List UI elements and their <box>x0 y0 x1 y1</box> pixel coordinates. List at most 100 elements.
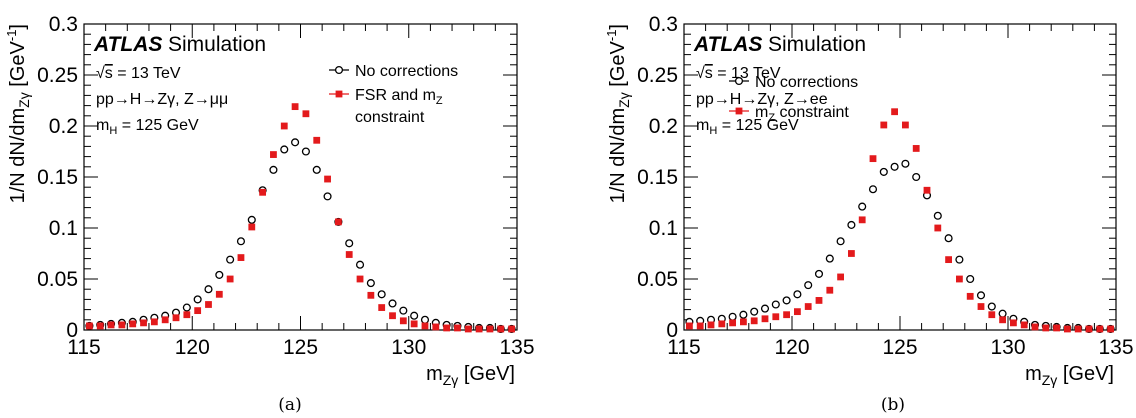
data-point <box>814 269 824 278</box>
x-tick-label: 120 <box>774 336 809 359</box>
data-point <box>729 319 736 327</box>
series-no-corrections <box>85 138 516 334</box>
data-point <box>508 325 515 333</box>
data-point <box>794 308 801 316</box>
data-point <box>421 322 429 330</box>
data-point <box>944 234 953 243</box>
atlas-label: ATLAS <box>693 33 762 56</box>
data-point <box>740 318 747 326</box>
data-point <box>869 155 877 163</box>
data-point <box>880 121 888 129</box>
data-point <box>1053 324 1060 332</box>
legend-label: No corrections <box>755 74 858 91</box>
data-point <box>172 314 180 322</box>
data-point <box>718 320 726 328</box>
data-point <box>998 309 1007 318</box>
data-point <box>399 317 407 325</box>
x-tick-label: 120 <box>175 336 210 359</box>
data-point <box>226 275 234 283</box>
data-point <box>825 254 834 263</box>
data-point <box>486 325 494 333</box>
atlas-simulation-label: Simulation <box>768 33 866 56</box>
data-point <box>868 185 878 194</box>
data-point <box>280 145 289 154</box>
data-point <box>140 319 147 327</box>
y-tick-label: 0.3 <box>649 13 678 36</box>
data-point <box>399 306 408 315</box>
data-point <box>772 313 780 321</box>
data-point <box>1031 323 1039 331</box>
data-point <box>204 285 213 294</box>
legend-label-line2: constraint <box>355 109 425 126</box>
data-point <box>890 162 899 171</box>
data-point <box>728 312 737 321</box>
panel-caption: (a) <box>278 395 301 415</box>
atlas-label: ATLAS <box>93 33 162 56</box>
x-tick-label: 125 <box>283 336 318 359</box>
data-point <box>1074 325 1082 333</box>
y-tick-label: 0.1 <box>49 217 78 240</box>
data-point <box>248 223 256 231</box>
data-point <box>356 275 364 283</box>
data-point <box>945 256 952 264</box>
data-point <box>259 188 267 196</box>
data-point <box>291 138 300 147</box>
y-tick-label: 0.05 <box>637 268 678 291</box>
data-point <box>858 202 867 211</box>
data-point <box>324 175 331 183</box>
data-point <box>388 299 397 308</box>
y-axis-title: 1/N dN/dmZγ [GeV-1] <box>604 24 632 203</box>
annotation-text: mH = 125 GeV <box>96 117 199 137</box>
data-point <box>280 122 288 130</box>
atlas-simulation-label: Simulation <box>168 33 266 56</box>
data-point <box>783 311 790 319</box>
data-point <box>793 290 802 299</box>
data-point <box>377 290 386 299</box>
data-point <box>1010 319 1017 327</box>
data-point <box>96 322 104 330</box>
data-point <box>86 322 93 330</box>
data-point <box>760 304 770 313</box>
data-point <box>302 110 310 118</box>
data-point <box>312 165 321 174</box>
x-tick-label: 125 <box>882 336 917 359</box>
data-point <box>226 255 235 264</box>
data-point <box>955 255 964 264</box>
chart-panel-a: 115 120 125 130 135 0 0.05 0.1 0.15 0.2 0.25 0.3 mZγ… <box>4 13 535 415</box>
legend-marker <box>334 65 344 75</box>
data-point <box>976 291 986 300</box>
data-point <box>771 300 780 309</box>
data-point <box>194 307 202 315</box>
data-point <box>269 165 278 174</box>
data-point <box>313 136 321 144</box>
data-point <box>323 192 332 201</box>
series-corrected <box>86 103 515 333</box>
annotation-text: pp→H→Zγ, Z→μμ <box>96 91 228 108</box>
data-point <box>879 167 888 176</box>
data-point <box>858 216 866 224</box>
data-point <box>891 108 898 116</box>
data-point <box>129 320 137 328</box>
data-point <box>334 218 342 226</box>
data-point <box>1064 325 1071 333</box>
data-point <box>826 286 834 294</box>
data-point <box>355 260 365 269</box>
data-point <box>118 321 126 329</box>
data-point <box>1020 321 1028 329</box>
data-point <box>1085 325 1093 333</box>
x-tick-label: 115 <box>667 336 700 359</box>
data-point <box>837 273 844 281</box>
y-tick-label: 0.2 <box>49 115 78 138</box>
data-point <box>420 315 430 324</box>
data-point <box>301 147 310 156</box>
data-point <box>183 311 191 319</box>
x-axis-title: mZγ [GeV] <box>426 363 515 388</box>
data-point <box>815 297 823 304</box>
data-point <box>956 275 963 283</box>
y-tick-label: 0.05 <box>37 268 78 291</box>
data-point <box>497 325 505 333</box>
data-point <box>378 304 386 311</box>
x-tick-label: 115 <box>67 336 100 359</box>
annotation-text: pp→H→Zγ, Z→ee <box>696 91 828 108</box>
